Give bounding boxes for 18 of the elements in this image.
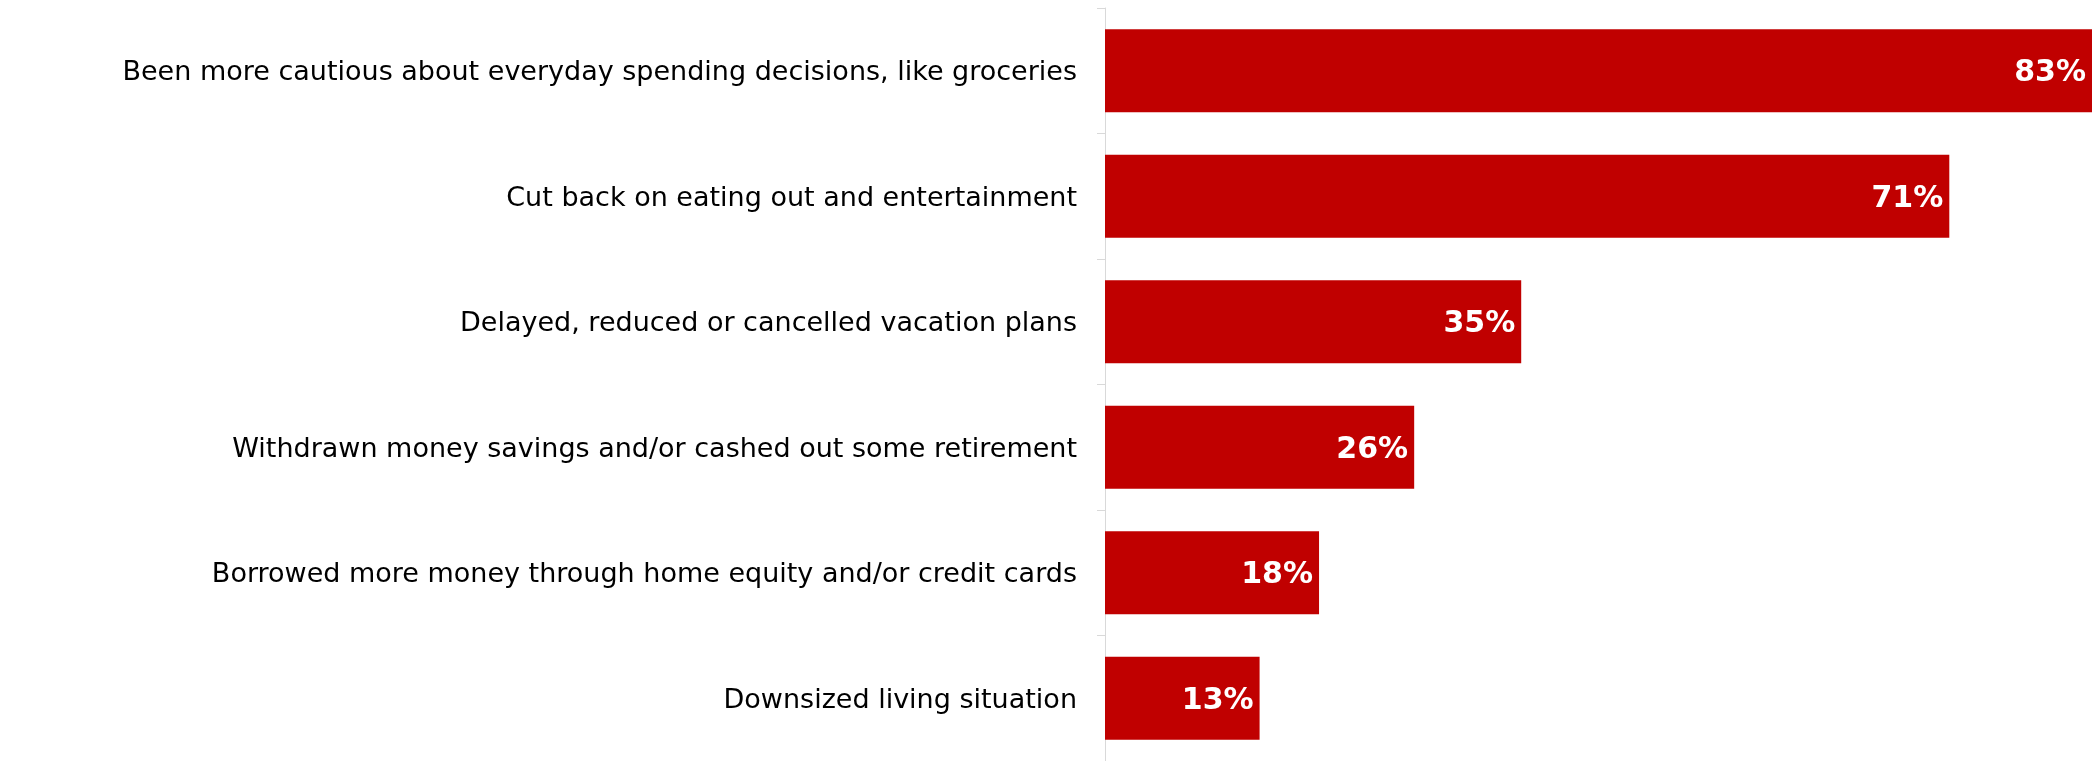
bar [1105, 405, 1415, 489]
bar [1105, 656, 1260, 740]
y-tick-label: Delayed, reduced or cancelled vacation plans [460, 306, 1077, 338]
data-label: 83% [2014, 53, 2086, 89]
data-label: 71% [1871, 178, 1944, 214]
y-tick-label: Been more cautious about everyday spending decisions, like groceries [122, 55, 1077, 87]
y-tick-label: Borrowed more money through home equity and/or credit cards [211, 557, 1077, 589]
bar [1105, 154, 1950, 238]
y-tick-label: Withdrawn money savings and/or cashed out some retirement [232, 431, 1077, 463]
data-label: 18% [1241, 555, 1314, 591]
bar [1105, 29, 2092, 113]
data-label: 26% [1336, 429, 1409, 465]
bar [1105, 531, 1320, 615]
y-tick-label: Cut back on eating out and entertainment [506, 180, 1077, 212]
data-label: 13% [1181, 680, 1254, 716]
data-label: 35% [1443, 304, 1516, 340]
y-tick-label: Downsized living situation [723, 682, 1077, 714]
bar [1105, 280, 1522, 364]
